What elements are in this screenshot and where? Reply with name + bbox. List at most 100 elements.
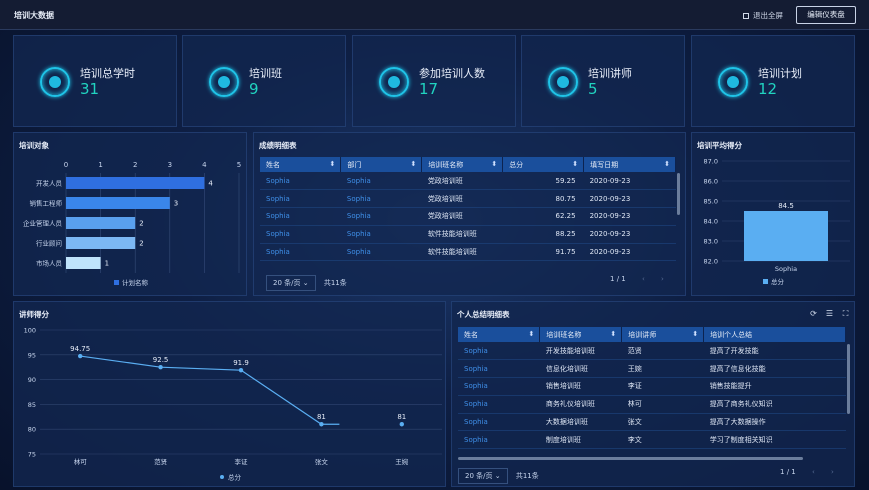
sort-icon: ⬍ <box>664 159 670 168</box>
data-label: 92.5 <box>153 356 169 364</box>
total-count: 共11条 <box>515 472 539 480</box>
average-score-panel: 培训平均得分 82.0 83.0 84.0 85.0 86.0 87.0 84.5 Sophi… <box>691 132 855 296</box>
data-label: 91.9 <box>233 359 249 367</box>
column-header[interactable]: 总分 ⬍ <box>502 157 585 172</box>
bar <box>66 217 136 229</box>
table-row[interactable]: Sophia 开发技能培训班 范贤 提高了开发技能 <box>458 342 846 361</box>
page-number[interactable]: 1 <box>610 275 615 283</box>
kpi-icon <box>40 67 70 97</box>
column-header[interactable]: 部门 ⬍ <box>340 157 423 172</box>
x-tick-label: 4 <box>202 161 207 169</box>
table-row[interactable]: Sophia 商务礼仪培训班 林可 提高了商务礼仪知识 <box>458 395 846 414</box>
score-pagination: 20 条/页 ⌄ 共11条 <box>266 275 347 291</box>
table-row[interactable]: Sophia 销售培训班 李证 销售技能提升 <box>458 377 846 396</box>
exit-fullscreen-button[interactable]: 退出全屏 <box>743 10 783 21</box>
y-tick-label: 82.0 <box>704 258 718 266</box>
bar <box>66 197 170 209</box>
table-row[interactable]: Sophia Sophia 党政培训班 59.25 2020-09-23 <box>260 172 676 191</box>
kpi-card-total-hours: 培训总学时 31 <box>13 35 177 127</box>
table-row[interactable]: Sophia Sophia 党政培训班 62.25 2020-09-23 <box>260 207 676 226</box>
score-detail-panel: 成绩明细表 姓名 ⬍ 部门 ⬍ 培训班名称 ⬍ 总分 ⬍ 填写日期 ⬍ Sophia Sop… <box>253 132 686 296</box>
next-page-icon[interactable]: › <box>831 468 834 476</box>
kpi-value: 5 <box>588 80 598 98</box>
y-tick-label: 86.0 <box>704 178 718 186</box>
y-tick-label: 75 <box>28 451 36 459</box>
x-tick-label: 李证 <box>235 457 249 466</box>
prev-page-icon[interactable]: ‹ <box>641 275 645 283</box>
table-header-row: 姓名 ⬍ 培训班名称 ⬍ 培训讲师 ⬍ 培训个人总结 <box>458 327 846 342</box>
training-target-panel: 培训对象 0 1 2 3 4 5 开发人员 4 销售工程师 3 企业管理人员 2 行业顾问 2 市场人员 1 计… <box>13 132 247 296</box>
panel-title: 成绩明细表 <box>259 141 297 150</box>
sort-icon: ⬍ <box>410 159 417 168</box>
prev-page-icon[interactable]: ‹ <box>811 468 815 476</box>
panel-title: 培训对象 <box>19 141 49 150</box>
y-tick-label: 85.0 <box>704 198 718 206</box>
edit-dashboard-button[interactable]: 编辑仪表盘 <box>796 6 856 24</box>
series-line <box>80 355 340 425</box>
chevron-down-icon: ⌄ <box>494 472 501 480</box>
table-vertical-scrollbar[interactable] <box>847 344 850 414</box>
kpi-icon <box>209 67 239 97</box>
y-tick-label: 87.0 <box>704 158 718 166</box>
column-header[interactable]: 培训讲师 ⬍ <box>621 327 705 342</box>
kpi-label: 培训总学时 <box>80 67 135 80</box>
y-tick-label: 95 <box>28 351 36 359</box>
dashboard-title: 培训大数据 <box>14 11 54 20</box>
y-tick-label: 83.0 <box>704 238 718 246</box>
category-label: 企业管理人员 <box>23 219 63 228</box>
score-page-nav: 1 / 1 ‹ › <box>610 275 664 283</box>
y-tick-label: 90 <box>28 376 36 384</box>
legend-label: 计划名称 <box>122 278 149 287</box>
table-row[interactable]: Sophia Sophia 软件技能培训班 88.25 2020-09-23 <box>260 225 676 244</box>
exit-fullscreen-icon <box>743 13 749 19</box>
panel-title: 讲师得分 <box>19 310 49 319</box>
filter-icon[interactable]: ☰ <box>825 309 834 318</box>
data-label: 2 <box>139 240 143 248</box>
data-point <box>78 353 83 359</box>
bar <box>66 177 205 189</box>
table-scrollbar[interactable] <box>677 173 680 215</box>
page-number[interactable]: 1 <box>780 468 785 476</box>
refresh-icon[interactable]: ⟳ <box>810 309 817 318</box>
kpi-card-lecturers: 培训讲师 5 <box>521 35 685 127</box>
category-label: Sophia <box>775 265 797 273</box>
summary-page-nav: 1 / 1 ‹ › <box>780 468 834 476</box>
page-size-select[interactable]: 20 条/页 ⌄ <box>458 468 508 484</box>
score-table: 姓名 ⬍ 部门 ⬍ 培训班名称 ⬍ 总分 ⬍ 填写日期 ⬍ Sophia Sophia 党政培… <box>260 157 676 262</box>
kpi-label: 培训班 <box>249 67 282 80</box>
fullscreen-icon[interactable]: ⛶ <box>842 309 849 318</box>
table-horizontal-scrollbar[interactable] <box>458 457 803 460</box>
kpi-card-classes: 培训班 9 <box>182 35 346 127</box>
lecturer-score-chart: 75 80 85 90 95 100 94.75 92.5 91.9 81 81 林可 范贤 李证 张文 王婉… <box>24 327 442 482</box>
x-tick-label: 3 <box>168 161 172 169</box>
page-size-select[interactable]: 20 条/页 ⌄ <box>266 275 316 291</box>
exit-fullscreen-label: 退出全屏 <box>753 11 783 20</box>
table-row[interactable]: Sophia 信息化培训班 王婉 提高了信息化技能 <box>458 359 846 379</box>
column-header[interactable]: 培训班名称 ⬍ <box>421 157 504 172</box>
column-header[interactable]: 姓名 ⬍ <box>458 327 541 342</box>
table-row[interactable]: Sophia Sophia 软件技能培训班 91.75 2020-09-23 <box>260 243 676 262</box>
table-row[interactable]: Sophia Sophia 党政培训班 80.75 2020-09-23 <box>260 189 676 209</box>
column-header[interactable]: 培训个人总结 <box>703 327 846 342</box>
kpi-card-participants: 参加培训人数 17 <box>352 35 516 127</box>
lecturer-score-panel: 讲师得分 75 80 85 90 95 100 94.75 92.5 91.9 81 81 林可 范贤 李… <box>13 301 446 487</box>
bar <box>66 257 101 269</box>
panel-title: 个人总结明细表 <box>457 310 510 319</box>
x-tick-label: 0 <box>64 161 68 169</box>
column-header[interactable]: 填写日期 ⬍ <box>583 157 676 172</box>
legend-swatch <box>114 280 119 285</box>
data-label: 2 <box>139 220 143 228</box>
table-row[interactable]: Sophia 大数据培训班 张文 提高了大数据操作 <box>458 413 846 432</box>
kpi-value: 31 <box>80 80 100 98</box>
y-tick-label: 80 <box>28 426 36 434</box>
x-tick-label: 范贤 <box>154 457 168 466</box>
summary-pagination: 20 条/页 ⌄ 共11条 <box>458 468 539 484</box>
legend-marker <box>220 475 224 479</box>
x-tick-label: 林可 <box>74 457 88 466</box>
sort-icon: ⬍ <box>692 329 699 338</box>
page-total: / 1 <box>616 275 626 283</box>
next-page-icon[interactable]: › <box>661 275 664 283</box>
column-header[interactable]: 培训班名称 ⬍ <box>539 327 623 342</box>
column-header[interactable]: 姓名 ⬍ <box>260 157 342 172</box>
table-row[interactable]: Sophia 制度培训班 李文 学习了制度相关知识 <box>458 430 846 450</box>
